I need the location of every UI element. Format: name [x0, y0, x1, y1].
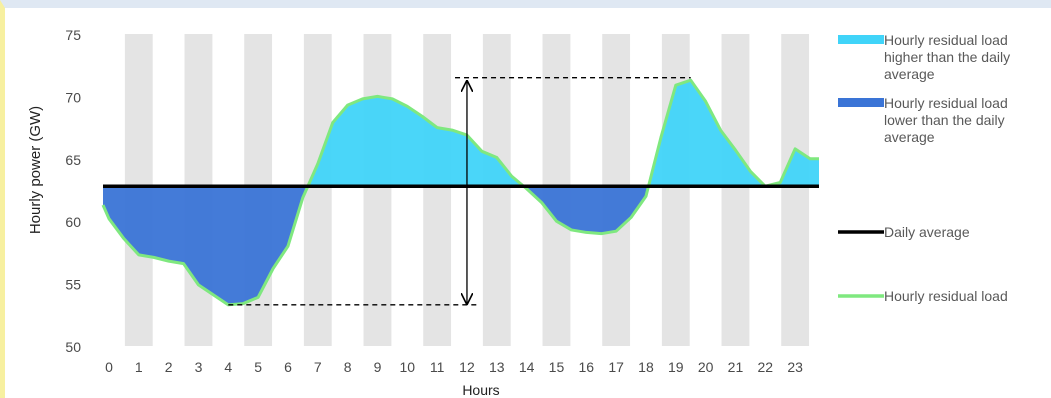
area-above-average: [648, 80, 819, 187]
x-tick-label: 10: [400, 359, 416, 375]
residual-load-line: [101, 78, 819, 307]
legend-label: Hourly residual load: [884, 32, 1008, 48]
legend-label: average: [884, 66, 935, 82]
area-below-average: [523, 186, 649, 234]
legend-label: Daily average: [884, 224, 970, 240]
legend-label: higher than the daily: [884, 49, 1010, 65]
x-tick-label: 6: [284, 359, 292, 375]
y-tick-label: 60: [65, 214, 81, 230]
legend-label: Hourly residual load: [884, 288, 1008, 304]
legend-label: Hourly residual load: [884, 95, 1008, 111]
legend-swatch: [838, 35, 884, 44]
x-tick-label: 21: [728, 359, 744, 375]
x-tick-label: 22: [758, 359, 774, 375]
background-band: [781, 34, 810, 346]
x-tick-label: 15: [549, 359, 565, 375]
y-axis-title: Hourly power (GW): [27, 106, 44, 234]
area-below-average: [103, 186, 308, 305]
x-tick-label: 17: [608, 359, 624, 375]
y-tick-label: 50: [65, 339, 81, 355]
background-band: [423, 34, 452, 346]
x-tick-label: 3: [195, 359, 203, 375]
x-tick-label: 19: [668, 359, 684, 375]
legend-label: average: [884, 129, 935, 145]
x-tick-label: 23: [787, 359, 803, 375]
x-tick-label: 16: [579, 359, 595, 375]
x-tick-label: 9: [374, 359, 382, 375]
y-tick-label: 55: [65, 277, 81, 293]
x-tick-label: 14: [519, 359, 535, 375]
x-tick-label: 20: [698, 359, 714, 375]
background-band: [482, 34, 511, 346]
background-band: [721, 34, 750, 346]
y-tick-label: 70: [65, 89, 81, 105]
background-band: [303, 34, 332, 346]
legend-swatch: [838, 98, 884, 107]
x-axis-title: Hours: [462, 382, 499, 398]
y-tick-label: 65: [65, 152, 81, 168]
y-tick-label: 75: [65, 27, 81, 43]
x-tick-label: 8: [344, 359, 352, 375]
x-tick-label: 2: [165, 359, 173, 375]
x-tick-label: 13: [489, 359, 505, 375]
x-tick-label: 11: [430, 359, 445, 375]
background-band: [363, 34, 392, 346]
x-tick-label: 4: [224, 359, 232, 375]
x-tick-label: 18: [638, 359, 654, 375]
x-tick-label: 0: [105, 359, 113, 375]
x-tick-label: 7: [314, 359, 322, 375]
x-tick-label: 1: [135, 359, 143, 375]
x-tick-label: 5: [254, 359, 262, 375]
legend-label: lower than the daily: [884, 112, 1005, 128]
x-tick-label: 12: [459, 359, 475, 375]
